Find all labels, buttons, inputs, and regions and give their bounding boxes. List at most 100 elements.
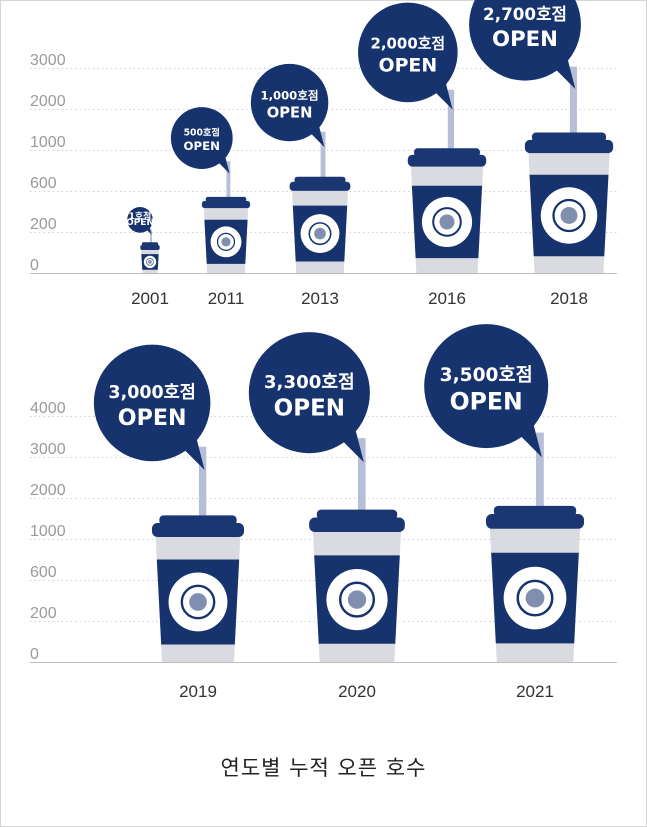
bubble-shape xyxy=(93,344,211,462)
data-label-bubble: 2,700호점 OPEN xyxy=(469,0,581,89)
y-tick-label: 3000 xyxy=(30,441,66,458)
cup-logo-core xyxy=(148,260,152,264)
data-label-count: 3,500호점 xyxy=(440,365,533,386)
cup-straw xyxy=(226,161,231,207)
cup-logo-core xyxy=(221,237,231,247)
cup-lid xyxy=(289,181,351,191)
y-tick-label: 1000 xyxy=(30,134,66,151)
cup-logo-ring xyxy=(552,198,586,233)
cup-logo-core xyxy=(560,207,578,224)
cup-straw xyxy=(320,131,326,188)
data-label-count: 1호점 xyxy=(129,210,152,222)
cup-straw xyxy=(198,446,207,530)
data-label-bubble: 3,300호점 OPEN xyxy=(248,332,370,463)
cup-logo-ring xyxy=(180,584,216,620)
y-tick-label: 0 xyxy=(30,646,39,663)
data-label-open: OPEN xyxy=(274,396,345,422)
cup-logo-core xyxy=(189,593,207,611)
y-tick-label: 0 xyxy=(30,257,39,274)
cup-lid-cap xyxy=(531,132,607,142)
data-label-open: OPEN xyxy=(267,104,313,121)
cup-logo-ring xyxy=(432,207,462,237)
bubble-shape xyxy=(469,0,581,81)
y-tick-label: 2000 xyxy=(30,482,66,499)
y-tick-label: 200 xyxy=(30,605,57,622)
cup-bar xyxy=(486,432,584,662)
x-tick-label: 2013 xyxy=(301,289,339,308)
cup-lid-cap xyxy=(205,196,247,202)
x-tick-label: 2018 xyxy=(550,289,588,308)
bubble-tail xyxy=(145,225,152,235)
y-tick-label: 600 xyxy=(30,175,57,192)
bubble-tail xyxy=(336,419,364,463)
chart-panel-top: 300020001000600200020011호점OPEN2011500호점O… xyxy=(30,0,617,308)
y-tick-label: 200 xyxy=(30,216,57,233)
cup-logo-core xyxy=(347,590,367,609)
cup-logo-ring xyxy=(146,258,154,266)
cup-lid xyxy=(407,154,487,167)
cup-logo-ring xyxy=(516,579,554,617)
bubble-shape xyxy=(170,107,233,169)
data-label-count: 3,300호점 xyxy=(264,372,355,393)
cup-lid xyxy=(486,514,584,529)
x-tick-label: 2021 xyxy=(516,682,554,701)
y-tick-label: 600 xyxy=(30,564,57,581)
cup-lid-cap xyxy=(414,148,480,157)
cup-lid-cap xyxy=(493,505,577,517)
chart-panel-bottom: 4000300020001000600200020193,000호점OPEN20… xyxy=(30,324,617,701)
cup-lid-cap xyxy=(316,509,398,520)
x-tick-label: 2020 xyxy=(338,682,376,701)
data-label-open: OPEN xyxy=(492,27,558,52)
cup-logo-ring xyxy=(338,581,376,618)
cup-bar xyxy=(524,66,614,273)
cup-lid xyxy=(524,139,614,154)
bubble-shape xyxy=(358,2,458,103)
cup-straw xyxy=(149,229,152,251)
bubble-tail xyxy=(307,120,325,148)
bubble-tail xyxy=(514,414,542,458)
data-label-open: OPEN xyxy=(184,139,220,153)
y-tick-label: 1000 xyxy=(30,523,66,540)
cup-straw xyxy=(447,89,455,161)
data-label-count: 3,000호점 xyxy=(108,383,195,403)
data-label-count: 500호점 xyxy=(184,127,220,139)
bubble-shape xyxy=(248,332,370,454)
cup-straw xyxy=(535,432,544,520)
y-tick-label: 4000 xyxy=(30,400,66,417)
chart-caption: 연도별 누적 오픈 호수 xyxy=(220,756,427,780)
cup-logo-core xyxy=(439,214,455,230)
data-label-open: OPEN xyxy=(450,388,523,416)
cup-bar xyxy=(309,438,405,662)
bubble-tail xyxy=(550,49,576,89)
bubble-shape xyxy=(424,324,549,449)
bubble-tail xyxy=(178,429,205,470)
cup-lid-cap xyxy=(294,176,346,184)
bubble-shape xyxy=(127,207,153,233)
cup-bar xyxy=(201,161,251,273)
cup-straw xyxy=(569,66,577,146)
cup-bar xyxy=(140,229,160,273)
data-label-bubble: 2,000호점 OPEN xyxy=(358,2,458,110)
cup-lid xyxy=(151,523,245,537)
bubble-tail xyxy=(430,74,453,110)
y-tick-label: 3000 xyxy=(30,52,66,69)
cup-lid-cap xyxy=(141,242,159,246)
cup-logo-core xyxy=(314,227,326,240)
bubble-shape xyxy=(250,63,329,142)
cup-logo-ring xyxy=(308,222,332,246)
cup-bar xyxy=(151,446,245,662)
x-tick-label: 2016 xyxy=(428,289,466,308)
data-label-count: 1,000호점 xyxy=(261,88,319,102)
bubble-tail xyxy=(215,151,230,174)
cup-lid-cap xyxy=(159,515,237,526)
x-tick-label: 2011 xyxy=(208,289,245,308)
data-label-open: OPEN xyxy=(118,405,187,431)
cup-bar xyxy=(289,131,351,273)
cup-bar xyxy=(407,89,487,273)
cup-logo-core xyxy=(525,588,545,608)
data-label-count: 2,700호점 xyxy=(483,4,567,24)
